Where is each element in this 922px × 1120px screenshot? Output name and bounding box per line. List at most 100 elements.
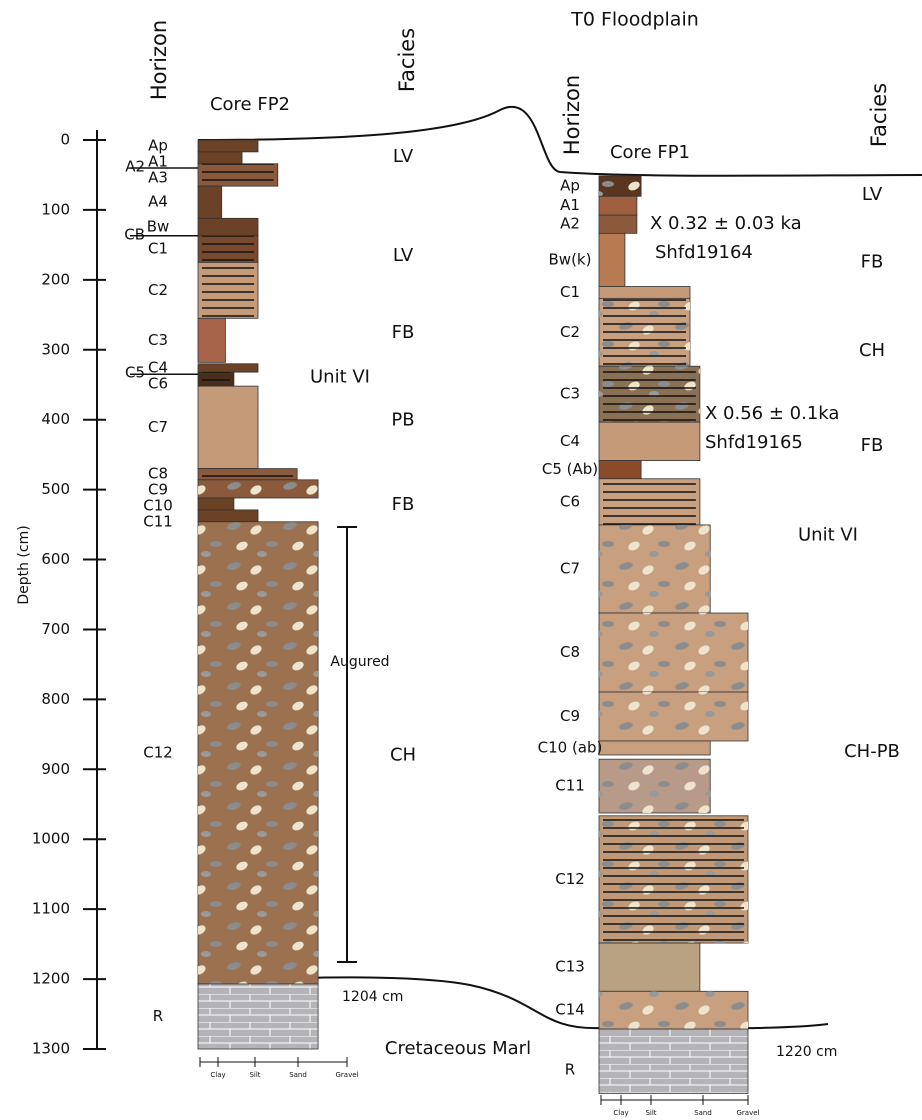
layer-rect — [198, 364, 258, 372]
layer — [198, 469, 297, 480]
gravel-fill — [599, 991, 748, 1029]
tick-label: 700 — [41, 620, 70, 638]
grain-label: Clay — [613, 1109, 628, 1117]
layer — [198, 480, 318, 498]
base-depth: 1220 cm — [776, 1044, 837, 1060]
layer — [599, 741, 710, 755]
facies-label: FB — [392, 494, 415, 515]
date-sample: Shfd19165 — [705, 432, 803, 453]
horizon-label: C11 — [143, 513, 173, 531]
core-diagram: T0 Floodplain Depth (cm) Cretaceous Marl… — [0, 0, 922, 1120]
layer — [198, 152, 242, 164]
gravel-fill — [599, 176, 641, 196]
layer — [198, 510, 258, 522]
layer — [599, 215, 637, 233]
layer — [599, 461, 641, 479]
contact-label: CB — [124, 225, 145, 243]
base-depth: 1204 cm — [342, 989, 403, 1005]
lamination — [202, 372, 230, 386]
grain-label: Silt — [249, 1071, 260, 1079]
contact-label: A2 — [125, 157, 145, 175]
horizon-label: Bw(k) — [549, 250, 592, 268]
layer-rect — [599, 741, 710, 755]
horizon-label: A2 — [560, 215, 580, 233]
layer — [198, 522, 318, 984]
horizon-label: A4 — [148, 193, 168, 211]
contact-label: C5 — [125, 364, 145, 382]
horizon-label: C11 — [555, 777, 585, 795]
tick-label: 300 — [41, 340, 70, 358]
facies-label: FB — [861, 252, 884, 273]
lamination — [202, 262, 254, 318]
layer-rect — [599, 233, 625, 286]
tick-label: 400 — [41, 410, 70, 428]
augured-label: Augured — [330, 654, 389, 670]
layer-rect — [198, 318, 225, 362]
layer — [198, 218, 258, 235]
tick-label: 600 — [41, 550, 70, 568]
grain-label: Silt — [645, 1109, 656, 1117]
facies-label: CH — [859, 340, 885, 361]
horizon-label: C8 — [560, 643, 580, 661]
layer-rect — [198, 984, 318, 1049]
layer — [599, 759, 710, 813]
lamination — [202, 236, 254, 263]
unit-label: Unit VI — [798, 524, 858, 545]
date-age: X 0.32 ± 0.03 ka — [650, 213, 802, 234]
unit-label: Unit VI — [310, 367, 370, 388]
gravel-fill — [599, 525, 710, 613]
layer — [599, 298, 690, 366]
horizon-label: C2 — [560, 323, 580, 341]
horizon-label: C1 — [560, 283, 580, 301]
horizon-label: C7 — [560, 559, 580, 577]
tick-label: 1000 — [32, 830, 70, 848]
grain-label: Sand — [289, 1071, 307, 1079]
gravel-fill — [599, 613, 748, 692]
facies-label: CH — [390, 744, 416, 765]
gravel-fill — [198, 480, 318, 498]
layer-rect — [198, 386, 258, 469]
gravel-fill — [198, 522, 318, 984]
horizon-label: C5 (Ab) — [542, 460, 598, 478]
layer — [599, 943, 700, 991]
layer — [599, 1029, 748, 1093]
layer-rect — [198, 218, 258, 235]
title: T0 Floodplain — [570, 9, 699, 31]
horizon-label: C3 — [148, 331, 168, 349]
layer — [599, 196, 637, 215]
layer — [599, 366, 700, 422]
layer-rect — [599, 461, 641, 479]
grain-label: Clay — [210, 1071, 225, 1079]
horizon-label: C3 — [560, 385, 580, 403]
horizon-label: A3 — [148, 168, 168, 186]
tick-label: 900 — [41, 760, 70, 778]
horizon-label: C12 — [143, 743, 173, 761]
layer — [599, 286, 690, 298]
horizon-label: C13 — [555, 958, 585, 976]
layer — [198, 318, 225, 362]
gravel-fill — [599, 692, 748, 741]
layer — [198, 164, 278, 186]
facies-header: Facies — [867, 83, 891, 147]
horizon-label: C14 — [555, 1001, 585, 1019]
grain-label: Sand — [694, 1109, 712, 1117]
tick-label: 0 — [60, 131, 70, 149]
tick-label: 200 — [41, 270, 70, 288]
date-age: X 0.56 ± 0.1ka — [705, 403, 839, 424]
horizon-label: C6 — [148, 374, 168, 392]
layer — [599, 422, 700, 460]
facies-label: CH-PB — [844, 741, 900, 762]
layer-rect — [599, 943, 700, 991]
layer-rect — [198, 152, 242, 164]
horizon-label: R — [565, 1061, 575, 1079]
date-sample: Shfd19164 — [655, 242, 753, 263]
horizon-label: C9 — [560, 707, 580, 725]
horizon-label: C7 — [148, 418, 168, 436]
horizon-label: C2 — [148, 281, 168, 299]
horizon-label: C12 — [555, 870, 585, 888]
axis-title: Depth (cm) — [16, 525, 32, 604]
layer — [198, 386, 258, 469]
layer — [198, 372, 234, 386]
facies-label: LV — [393, 146, 414, 167]
lamination — [603, 298, 686, 366]
